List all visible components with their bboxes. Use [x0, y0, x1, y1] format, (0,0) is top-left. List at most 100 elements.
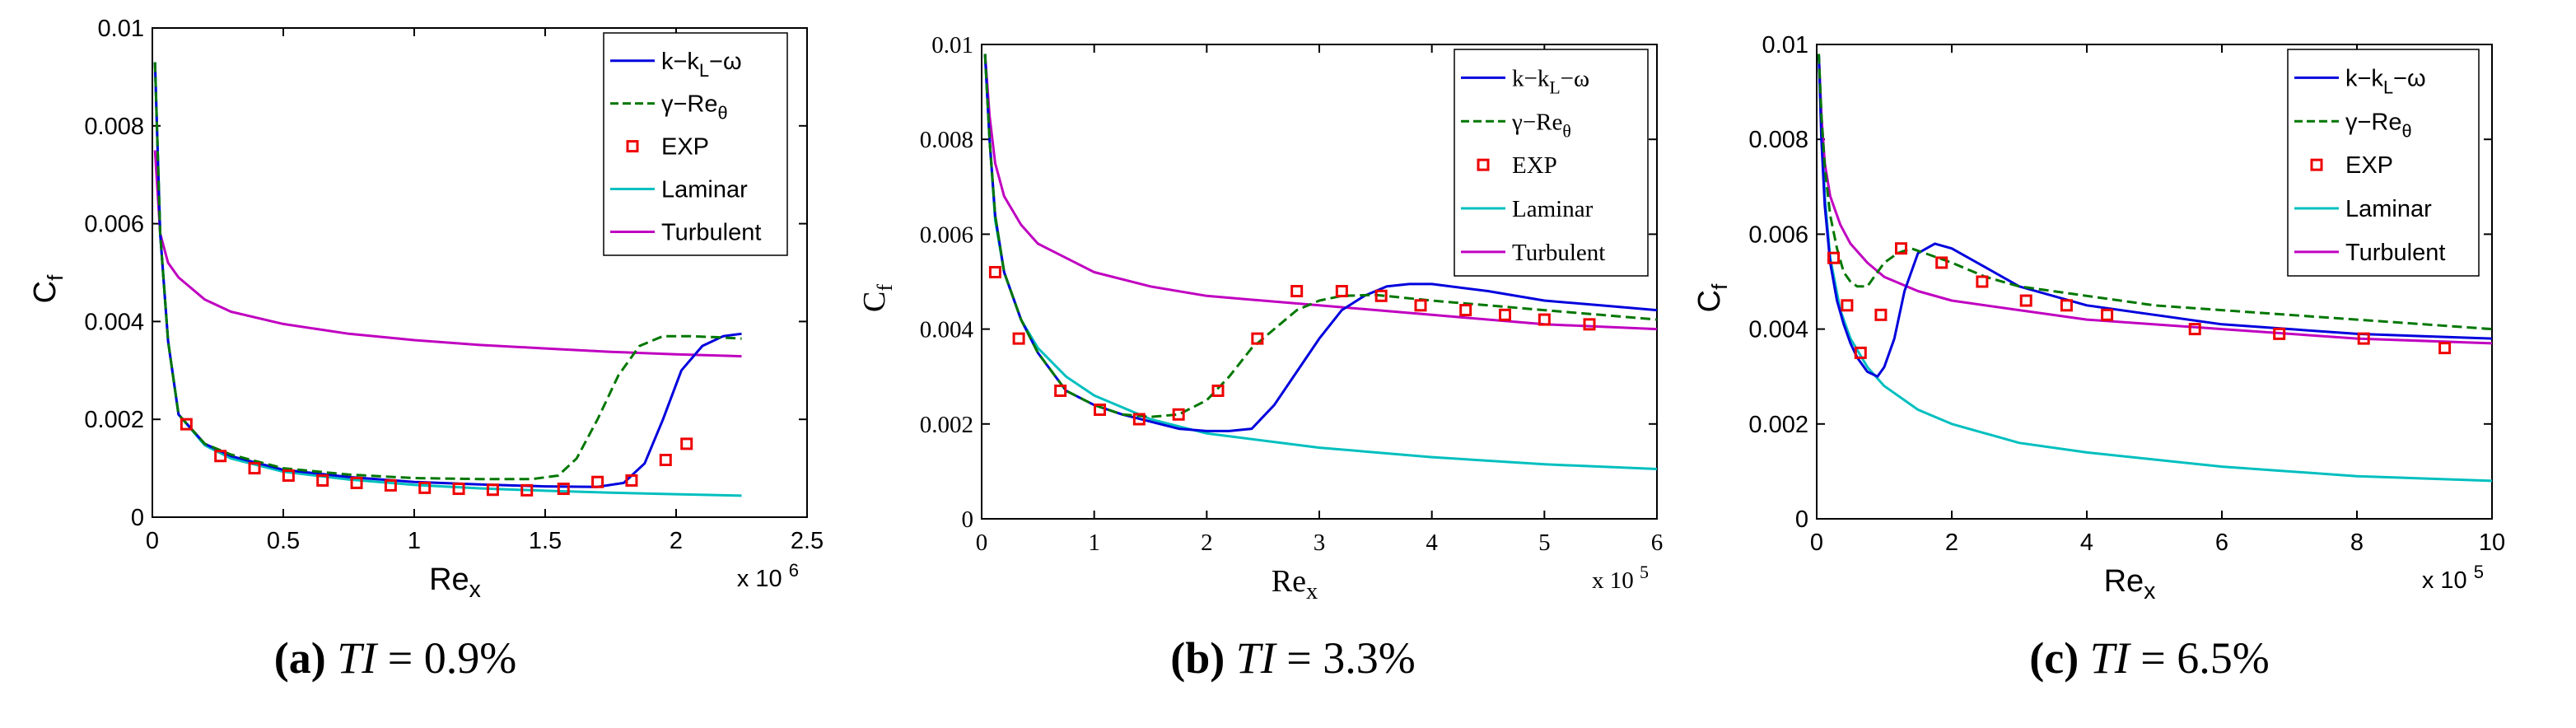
- y-tick-label: 0.006: [84, 212, 144, 238]
- exp-point: [1827, 251, 1840, 264]
- legend-frame: [1454, 49, 1649, 277]
- x-multiplier: x 10 6: [737, 560, 799, 592]
- y-tick-label: 0.002: [1748, 412, 1808, 438]
- legend-k-kl-omega-label: k−kL−ω: [661, 49, 742, 81]
- turbulent-line: [983, 54, 1657, 331]
- exp-point: [316, 474, 329, 487]
- chart-b: 0 0.002 0.004 0.006 0.008 0.01 0 1 2 3 4 5 6x 10 5 Re…: [857, 32, 1663, 604]
- y-tick-label: 0.004: [920, 317, 974, 343]
- exp-point: [486, 483, 499, 497]
- exp-point: [1172, 408, 1185, 421]
- exp-point: [2060, 299, 2073, 312]
- x-tick-label: 0: [1810, 530, 1823, 556]
- legend-gamma-re-label: γ−Reθ: [661, 91, 728, 124]
- y-tick-label: 0.002: [84, 407, 144, 433]
- y-tick-label: 0: [962, 506, 974, 533]
- caption-c-letter: (c): [2029, 633, 2079, 683]
- exp-point: [2188, 323, 2201, 336]
- x-tick-label: 10: [2479, 530, 2505, 556]
- exp-point: [214, 450, 227, 463]
- turbulent-line: [153, 150, 742, 358]
- exp-point: [1290, 285, 1304, 298]
- y-tick-label: 0.006: [1748, 222, 1808, 248]
- axes-frame: [152, 27, 808, 518]
- legend-laminar-label: Laminar: [1512, 196, 1594, 222]
- y-tick-label: 0.01: [98, 16, 144, 42]
- legend-gamma-re-label: γ−Reθ: [1511, 109, 1571, 141]
- exp-point: [1094, 404, 1106, 417]
- caption-b-value: = 3.3%: [1286, 633, 1416, 683]
- exp-point: [1538, 313, 1551, 326]
- series-group: [983, 54, 1657, 470]
- axes-frame: [1816, 44, 2493, 520]
- caption-c-value: = 6.5%: [2140, 633, 2270, 683]
- exp-point: [418, 481, 432, 494]
- chart-c: 0 0.002 0.004 0.006 0.008 0.01 0 2 4 6 8 10 x 10 5 Re…: [1692, 32, 2505, 604]
- exp-point: [2273, 327, 2286, 340]
- y-tick-label: 0.004: [1748, 317, 1808, 343]
- exp-point: [1976, 275, 1989, 288]
- gamma_re-line: [983, 54, 1657, 418]
- legend-laminar-label: Laminar: [661, 177, 748, 203]
- exp-point: [591, 475, 604, 488]
- exp-point: [988, 265, 1001, 278]
- caption-c-ti: TI: [2089, 633, 2130, 683]
- y-axis-label: Cf: [28, 274, 68, 303]
- panel-c: 0 0.002 0.004 0.006 0.008 0.01 0 2 4 6 8 10 x 10 5 Re…: [1692, 0, 2576, 609]
- exp-point: [248, 462, 261, 475]
- exp-point: [557, 483, 570, 496]
- exp-point: [1335, 285, 1348, 298]
- y-tick-label: 0.006: [920, 222, 973, 248]
- panel-a: 0 0.002 0.004 0.006 0.008 0.01 0 0.5 1 1.5 2 2.5 x 1…: [0, 0, 824, 609]
- exp-point: [1874, 308, 1888, 321]
- legend-laminar-label: Laminar: [2345, 196, 2432, 222]
- exp-point: [1132, 413, 1146, 426]
- legend-turbulent-label: Turbulent: [661, 219, 761, 245]
- x-tick-label: 3: [1314, 530, 1326, 556]
- exp-point: [1012, 332, 1025, 345]
- exp-point: [1459, 304, 1472, 317]
- exp-point: [1414, 299, 1427, 312]
- exp-point: [1841, 299, 1854, 312]
- exp-point: [2019, 294, 2032, 307]
- exp-point: [350, 476, 363, 489]
- y-axis-label: Cf: [857, 284, 897, 312]
- x-tick-label: 5: [1538, 530, 1551, 556]
- series-group: [153, 62, 742, 497]
- x-multiplier: x 10 5: [1592, 562, 1649, 594]
- exp-point: [1374, 289, 1388, 302]
- legend-k-kl-omega-label: k−kL−ω: [1512, 65, 1589, 97]
- x-tick-label: 2: [1945, 530, 1958, 556]
- caption-b-ti: TI: [1235, 633, 1276, 683]
- legend: k−kL−ω γ−Reθ EXP Laminar Turbulent: [1454, 49, 1649, 277]
- k_kl_omega-line: [153, 62, 742, 488]
- exp-point: [659, 454, 672, 467]
- y-tick-label: 0.01: [1762, 32, 1808, 58]
- y-tick-label: 0.01: [931, 32, 973, 58]
- exp-point: [180, 418, 193, 431]
- caption-b-letter: (b): [1170, 633, 1225, 683]
- y-tick-label: 0.004: [84, 309, 144, 335]
- exp-point: [1854, 346, 1867, 359]
- exp-point: [282, 469, 295, 483]
- x-tick-label: 2: [670, 528, 683, 554]
- legend-exp-marker: [2310, 158, 2323, 171]
- panel-b: 0 0.002 0.004 0.006 0.008 0.01 0 1 2 3 4 5 6 x 10 5 Re…: [857, 0, 1713, 609]
- x-axis-label: Rex: [429, 562, 481, 603]
- x-tick-label: 6: [2215, 530, 2228, 556]
- exp-point: [1054, 384, 1067, 397]
- exp-point: [1895, 242, 1907, 255]
- x-tick-label: 2: [1201, 530, 1213, 556]
- x-tick-label: 0: [976, 530, 988, 556]
- caption-a-value: = 0.9%: [387, 633, 517, 683]
- x-tick-label: 8: [2350, 530, 2364, 556]
- x-tick-label: 2.5: [791, 528, 824, 554]
- gamma_re-line: [1818, 54, 2492, 331]
- exp-point: [1583, 318, 1596, 331]
- x-axis-label: Rex: [1272, 564, 1318, 604]
- x-tick-label: 4: [1426, 530, 1438, 556]
- legend-turbulent-label: Turbulent: [1512, 240, 1605, 266]
- legend-exp-label: EXP: [2345, 152, 2393, 179]
- legend-gamma-re-label: γ−Reθ: [2345, 109, 2412, 141]
- exp-point: [625, 474, 638, 487]
